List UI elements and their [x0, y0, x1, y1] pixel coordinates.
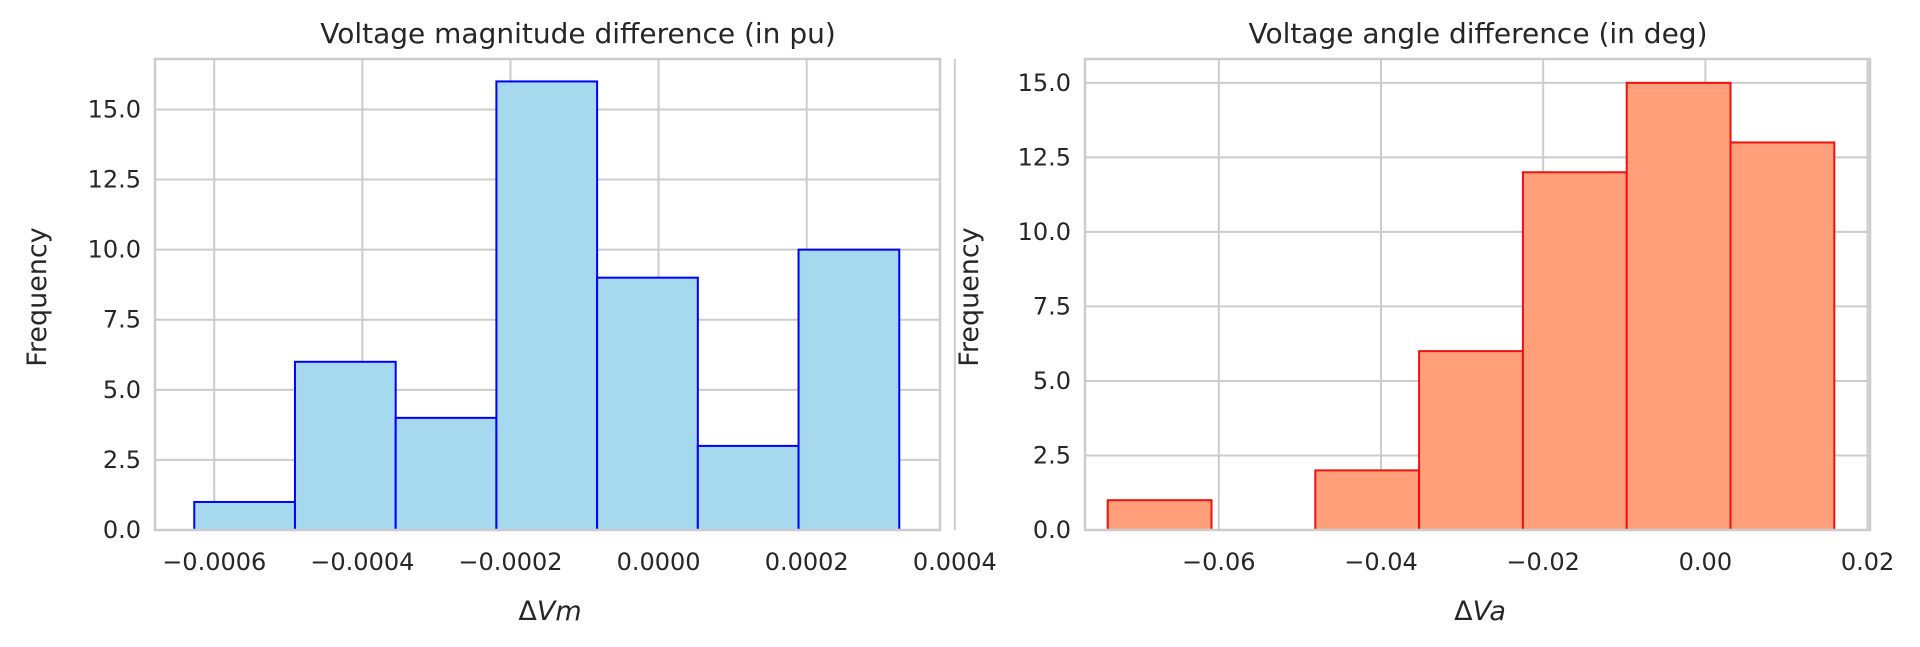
- x-axis-label: ΔVa: [1454, 596, 1506, 627]
- y-tick-label: 15.0: [1018, 69, 1071, 97]
- angle-histogram-panel: Voltage angle difference (in deg) Freque…: [954, 17, 1894, 627]
- histogram-bar: [596, 276, 699, 531]
- x-axis-label: ΔVm: [518, 596, 581, 627]
- y-tick-label: 0.0: [103, 516, 141, 544]
- y-tick-label: 15.0: [88, 95, 141, 123]
- y-tick-label: 5.0: [103, 376, 141, 404]
- x-tick-label: 0.0002: [765, 548, 849, 576]
- histogram-bar: [1418, 350, 1524, 532]
- y-tick-label: 7.5: [1033, 292, 1071, 320]
- histogram-bar: [495, 80, 599, 532]
- x-tick-label: −0.06: [1182, 548, 1256, 576]
- histogram-bar: [1729, 141, 1836, 531]
- histogram-bar: [1625, 81, 1732, 531]
- y-tick-label: 5.0: [1033, 367, 1071, 395]
- chart-title: Voltage angle difference (in deg): [1248, 17, 1707, 50]
- x-tick-label: −0.0002: [458, 548, 562, 576]
- x-axis-label-variable: Va: [1473, 596, 1506, 627]
- histogram-bar: [1314, 469, 1421, 532]
- x-axis-label-delta: Δ: [1454, 596, 1473, 627]
- magnitude-histogram-panel: Voltage magnitude difference (in pu) Fre…: [22, 17, 997, 627]
- x-axis-label-variable: Vm: [537, 596, 582, 627]
- y-tick-label: 12.5: [1018, 143, 1071, 171]
- x-tick-label: −0.0006: [162, 548, 266, 576]
- y-tick-label: 2.5: [103, 446, 141, 474]
- plot-area: [153, 57, 956, 532]
- y-tick-label: 0.0: [1033, 516, 1071, 544]
- histogram-bar: [293, 360, 397, 531]
- y-tick-label: 7.5: [103, 306, 141, 334]
- x-tick-label: 0.0004: [913, 548, 997, 576]
- plot-area: [1083, 57, 1872, 532]
- histogram-bar: [193, 500, 296, 532]
- y-tick-label: 10.0: [1018, 218, 1071, 246]
- histogram-bar: [1106, 499, 1213, 532]
- x-tick-label: −0.02: [1506, 548, 1580, 576]
- histogram-bar: [797, 248, 901, 531]
- y-tick-label: 10.0: [88, 236, 141, 264]
- axes-frame: [1083, 57, 1872, 532]
- y-tick-label: 12.5: [88, 166, 141, 194]
- chart-title: Voltage magnitude difference (in pu): [320, 17, 836, 50]
- histogram-bar: [394, 416, 498, 532]
- x-axis-label-delta: Δ: [518, 596, 537, 627]
- x-tick-label: 0.00: [1679, 548, 1732, 576]
- y-axis-label: Frequency: [22, 227, 53, 367]
- histogram-bar: [1521, 171, 1628, 532]
- y-axis-label: Frequency: [954, 227, 985, 367]
- x-tick-label: 0.0000: [617, 548, 701, 576]
- y-tick-label: 2.5: [1033, 441, 1071, 469]
- x-tick-label: 0.02: [1841, 548, 1894, 576]
- axes-frame: [153, 57, 942, 532]
- x-tick-label: −0.0004: [310, 548, 414, 576]
- x-tick-label: −0.04: [1344, 548, 1418, 576]
- histogram-bar: [696, 444, 800, 531]
